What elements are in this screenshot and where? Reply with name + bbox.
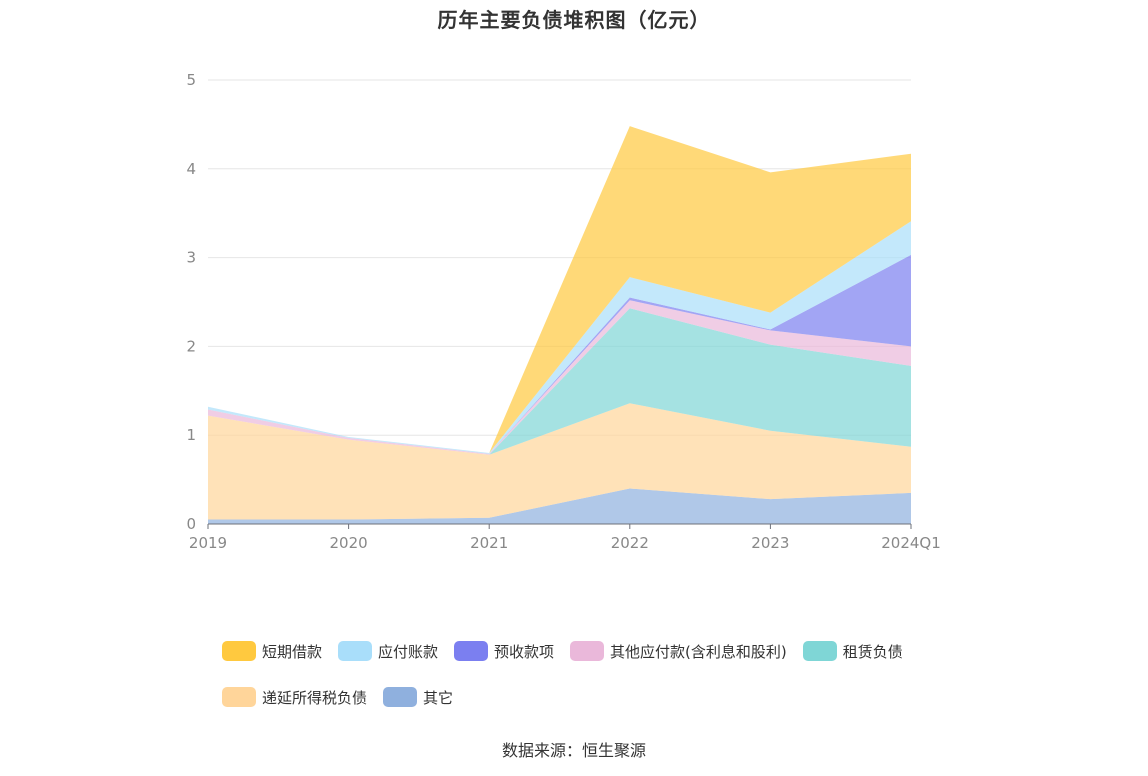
x-tick-label: 2019 [189,534,227,552]
area-series-0[interactable]: 其它 [208,488,911,524]
legend-item[interactable]: 其它 [383,686,453,708]
legend-label: 租赁负债 [842,642,903,661]
legend-label: 短期借款 [262,642,323,661]
y-tick-label: 2 [186,337,196,355]
legend-label: 应付账款 [378,642,439,661]
y-tick-label: 5 [186,71,196,89]
chart-title: 历年主要负债堆积图（亿元） [437,8,711,32]
y-tick-label: 1 [186,426,196,444]
legend-label: 预收款项 [494,642,555,661]
legend-item[interactable]: 短期借款 [222,640,322,662]
stacked-area-chart: 其它递延所得税负债租赁负债其他应付款(含利息和股利)预收款项应付账款短期借款 0… [186,71,941,552]
legend-swatch [222,687,256,707]
y-tick-label: 4 [186,160,196,178]
y-tick-label: 3 [186,249,196,267]
legend-item[interactable]: 预收款项 [454,640,554,662]
x-tick-label: 2021 [470,534,508,552]
legend-swatch [570,641,605,661]
chart-legend: 短期借款 应付账款 预收款项 其他应付款(含利息和股利) 租赁负债递延所得税负债 其它 [222,640,982,708]
legend-swatch [383,687,418,707]
legend-item[interactable]: 递延所得税负债 [222,686,367,708]
data-source-note: 数据来源：恒生聚源 [501,741,646,760]
legend-label: 其他应付款(含利息和股利) [610,642,787,661]
x-tick-label: 2024Q1 [881,534,941,552]
legend-item[interactable]: 租赁负债 [802,640,903,662]
legend-item[interactable]: 其他应付款(含利息和股利) [570,640,787,662]
legend-swatch [454,641,489,661]
legend-swatch [222,641,256,661]
x-tick-label: 2022 [611,534,649,552]
area-series-3[interactable]: 其他应付款(含利息和股利) [208,300,911,455]
legend-label: 递延所得税负债 [262,688,368,707]
area-series-1[interactable]: 递延所得税负债 [208,403,911,520]
legend-label: 其它 [423,688,454,707]
legend-item[interactable]: 应付账款 [338,640,438,662]
x-tick-label: 2023 [751,534,789,552]
legend-swatch [802,641,837,661]
y-tick-label: 0 [186,515,196,533]
x-tick-label: 2020 [330,534,368,552]
area-series-2[interactable]: 租赁负债 [208,308,911,455]
area-series-6[interactable]: 短期借款 [208,126,911,453]
legend-swatch [338,641,373,661]
